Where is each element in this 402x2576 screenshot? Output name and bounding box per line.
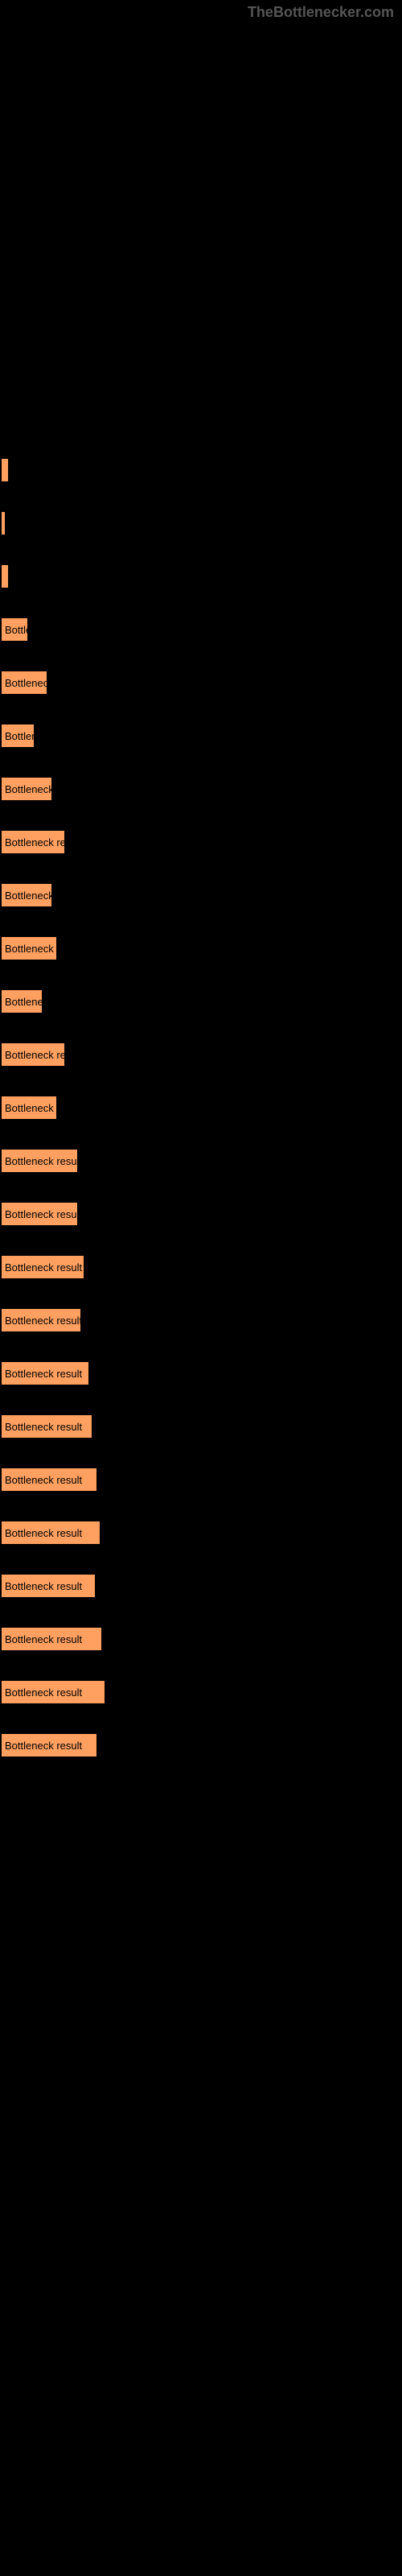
bar-row: Bottleneck r bbox=[2, 778, 402, 800]
bar-row: Bottleneck r bbox=[2, 884, 402, 906]
chart-bar: Bottleneck result bbox=[2, 1681, 105, 1703]
chart-bar: Bottleneck result bbox=[2, 1575, 95, 1597]
chart-bar bbox=[2, 512, 5, 535]
chart-bar: Bottleneck result bbox=[2, 1415, 92, 1438]
bar-row: Bottleneck resu bbox=[2, 831, 402, 853]
chart-bar: Bottleneck re bbox=[2, 937, 56, 960]
bar-row bbox=[2, 512, 402, 535]
bar-row: Bottleneck result bbox=[2, 1362, 402, 1385]
chart-bar bbox=[2, 459, 8, 481]
chart-bar: Bottleneck re bbox=[2, 1096, 56, 1119]
chart-bar: Bottleneck bbox=[2, 671, 47, 694]
bar-row bbox=[2, 565, 402, 588]
bar-row: Bottleneck re bbox=[2, 937, 402, 960]
bar-row: Bottleneck result bbox=[2, 1521, 402, 1544]
bar-row bbox=[2, 459, 402, 481]
chart-bar: Bottleneck result bbox=[2, 1203, 77, 1225]
bar-row: Bottleneck bbox=[2, 671, 402, 694]
bar-row: Bottleneck result bbox=[2, 1150, 402, 1172]
chart-bar: Bottle bbox=[2, 618, 27, 641]
bar-row: Bottle bbox=[2, 618, 402, 641]
chart-bar: Bottlen bbox=[2, 724, 34, 747]
bar-row: Bottleneck result bbox=[2, 1575, 402, 1597]
bar-row: Bottleneck result bbox=[2, 1468, 402, 1491]
chart-bar: Bottleneck resu bbox=[2, 831, 64, 853]
bar-row: Bottleneck result bbox=[2, 1681, 402, 1703]
bar-row: Bottlenec bbox=[2, 990, 402, 1013]
chart-bar: Bottleneck result bbox=[2, 1628, 101, 1650]
watermark-text: TheBottlenecker.com bbox=[248, 4, 394, 21]
chart-bar: Bottleneck result bbox=[2, 1309, 80, 1331]
chart-bar: Bottleneck result bbox=[2, 1362, 88, 1385]
chart-bar: Bottlenec bbox=[2, 990, 42, 1013]
bar-row: Bottleneck re bbox=[2, 1096, 402, 1119]
bar-chart: Bottle Bottleneck Bottlen Bottleneck r Bottl… bbox=[0, 0, 402, 1757]
bar-row: Bottleneck result bbox=[2, 1415, 402, 1438]
chart-bar: Bottleneck result bbox=[2, 1150, 77, 1172]
bar-row: Bottleneck resu bbox=[2, 1043, 402, 1066]
chart-bar: Bottleneck result bbox=[2, 1521, 100, 1544]
bar-row: Bottlen bbox=[2, 724, 402, 747]
chart-bar bbox=[2, 565, 8, 588]
bar-row: Bottleneck result bbox=[2, 1203, 402, 1225]
chart-bar: Bottleneck result bbox=[2, 1256, 84, 1278]
bar-row: Bottleneck result bbox=[2, 1309, 402, 1331]
bar-row: Bottleneck result bbox=[2, 1628, 402, 1650]
bar-row: Bottleneck result bbox=[2, 1256, 402, 1278]
chart-bar: Bottleneck result bbox=[2, 1734, 96, 1757]
chart-bar: Bottleneck resu bbox=[2, 1043, 64, 1066]
chart-bar: Bottleneck r bbox=[2, 884, 51, 906]
bar-row: Bottleneck result bbox=[2, 1734, 402, 1757]
chart-bar: Bottleneck result bbox=[2, 1468, 96, 1491]
chart-bar: Bottleneck r bbox=[2, 778, 51, 800]
